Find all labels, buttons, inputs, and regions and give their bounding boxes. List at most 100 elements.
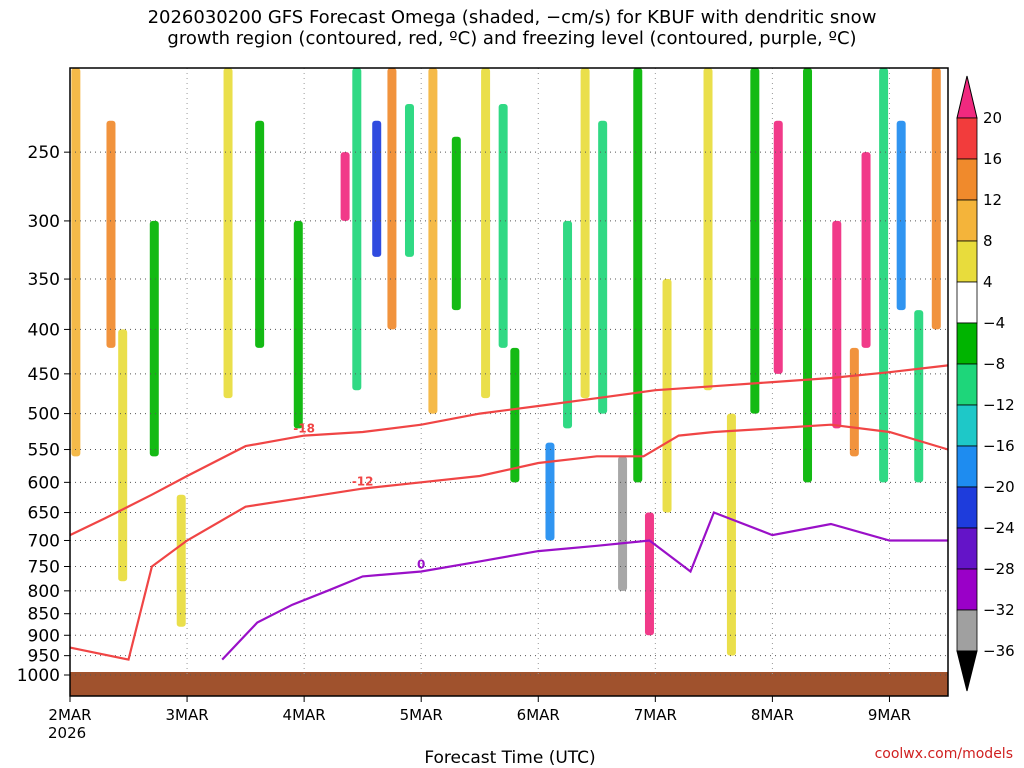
omega-band bbox=[71, 68, 81, 457]
omega-band bbox=[896, 120, 906, 311]
chart-title-line-2: growth region (contoured, red, ºC) and f… bbox=[167, 28, 856, 49]
omega-band bbox=[773, 120, 783, 374]
omega-band bbox=[633, 68, 643, 483]
omega-band bbox=[498, 103, 508, 348]
colorbar-label: 4 bbox=[983, 273, 993, 291]
x-axis-label: Forecast Time (UTC) bbox=[424, 748, 595, 768]
dgz-contour-label: -18 bbox=[293, 422, 315, 436]
y-tick-label: 800 bbox=[28, 582, 60, 602]
dgz-contour-label: -12 bbox=[352, 475, 374, 489]
omega-band bbox=[750, 68, 760, 414]
freezing-level-contour-label: 0 bbox=[417, 557, 425, 571]
omega-band bbox=[849, 347, 859, 457]
colorbar-swatch bbox=[956, 445, 978, 488]
omega-band bbox=[545, 442, 555, 541]
omega-band bbox=[598, 120, 608, 414]
colorbar-label: −8 bbox=[983, 355, 1005, 373]
omega-band bbox=[340, 152, 350, 221]
omega-band bbox=[428, 68, 438, 414]
y-tick-label: 450 bbox=[28, 365, 60, 385]
x-tick-label: 2MAR bbox=[48, 706, 91, 724]
y-tick-label: 900 bbox=[28, 626, 60, 646]
x-tick-label: 9MAR bbox=[868, 706, 911, 724]
colorbar-swatch bbox=[956, 240, 978, 283]
omega-band bbox=[861, 152, 871, 348]
x-tick-label: 3MAR bbox=[165, 706, 208, 724]
colorbar-label: −20 bbox=[983, 478, 1015, 496]
x-tick-label: 5MAR bbox=[400, 706, 443, 724]
y-tick-label: 550 bbox=[28, 441, 60, 461]
dgz-contour bbox=[69, 423, 949, 661]
colorbar-label: −36 bbox=[983, 642, 1015, 660]
y-tick-label: 850 bbox=[28, 605, 60, 625]
y-tick-label: 600 bbox=[28, 473, 60, 493]
y-tick-label: 350 bbox=[28, 270, 60, 290]
colorbar-swatch bbox=[956, 158, 978, 201]
colorbar-swatch bbox=[956, 199, 978, 242]
plot-frame bbox=[69, 67, 949, 697]
omega-band bbox=[580, 68, 590, 399]
colorbar-swatch bbox=[956, 568, 978, 611]
chart-title-line-1: 2026030200 GFS Forecast Omega (shaded, −… bbox=[148, 7, 877, 28]
x-tick-label: 8MAR bbox=[751, 706, 794, 724]
credit-link[interactable]: coolwx.com/models bbox=[875, 746, 1013, 762]
omega-band bbox=[832, 220, 842, 429]
omega-band bbox=[726, 413, 736, 656]
x-tick-label: 4MAR bbox=[283, 706, 326, 724]
omega-band bbox=[914, 310, 924, 483]
omega-band bbox=[510, 347, 520, 483]
y-tick-label: 400 bbox=[28, 320, 60, 340]
omega-band bbox=[451, 136, 461, 311]
colorbar-label: 8 bbox=[983, 232, 993, 250]
plot-background bbox=[70, 68, 948, 675]
freezing-level-contour bbox=[221, 511, 948, 661]
colorbar-label: 12 bbox=[983, 191, 1002, 209]
colorbar-label: −24 bbox=[983, 519, 1015, 537]
plot-area: -18 -12 0 bbox=[69, 67, 949, 697]
omega-band bbox=[223, 68, 233, 399]
colorbar-label: −4 bbox=[983, 314, 1005, 332]
colorbar-label: 16 bbox=[983, 150, 1002, 168]
omega-band bbox=[481, 68, 491, 399]
omega-band bbox=[404, 103, 414, 257]
x-axis-year: 2026 bbox=[48, 724, 86, 742]
omega-band bbox=[563, 220, 573, 429]
omega-band bbox=[618, 456, 628, 591]
y-tick-label: 250 bbox=[28, 143, 60, 163]
omega-band bbox=[662, 279, 672, 513]
y-tick-label: 650 bbox=[28, 504, 60, 524]
colorbar-swatch bbox=[956, 322, 978, 365]
omega-band bbox=[372, 120, 382, 257]
omega-band bbox=[176, 494, 186, 627]
colorbar-swatch bbox=[956, 527, 978, 570]
omega-band bbox=[931, 68, 941, 330]
omega-band bbox=[352, 68, 362, 391]
omega-band bbox=[644, 512, 654, 636]
omega-band bbox=[118, 329, 128, 582]
colorbar-label: 20 bbox=[983, 109, 1002, 127]
x-axis: 2MAR 3MAR 4MAR 5MAR 6MAR 7MAR 8MAR 9MAR bbox=[48, 696, 911, 724]
omega-band bbox=[387, 68, 397, 330]
chart-title: 2026030200 GFS Forecast Omega (shaded, −… bbox=[148, 7, 877, 49]
colorbar-label: −32 bbox=[983, 601, 1015, 619]
omega-band bbox=[803, 68, 813, 483]
x-tick-label: 7MAR bbox=[634, 706, 677, 724]
colorbar-swatch bbox=[956, 117, 978, 160]
y-tick-label: 1000 bbox=[17, 666, 60, 686]
colorbar-swatch bbox=[956, 404, 978, 447]
y-tick-label: 300 bbox=[28, 212, 60, 232]
colorbar-swatch bbox=[956, 650, 978, 692]
colorbar-label: −16 bbox=[983, 437, 1015, 455]
terrain-strip bbox=[70, 672, 948, 696]
y-tick-label: 500 bbox=[28, 405, 60, 425]
y-tick-label: 750 bbox=[28, 558, 60, 578]
y-tick-label: 950 bbox=[28, 647, 60, 667]
colorbar-swatch bbox=[956, 609, 978, 652]
y-axis: 2503003504004505005506006507007508008509… bbox=[17, 143, 70, 686]
dgz-contour bbox=[69, 364, 949, 537]
colorbar-swatch bbox=[956, 363, 978, 406]
omega-band bbox=[255, 120, 265, 348]
colorbar-swatch bbox=[956, 486, 978, 529]
colorbar-swatch bbox=[956, 281, 978, 324]
